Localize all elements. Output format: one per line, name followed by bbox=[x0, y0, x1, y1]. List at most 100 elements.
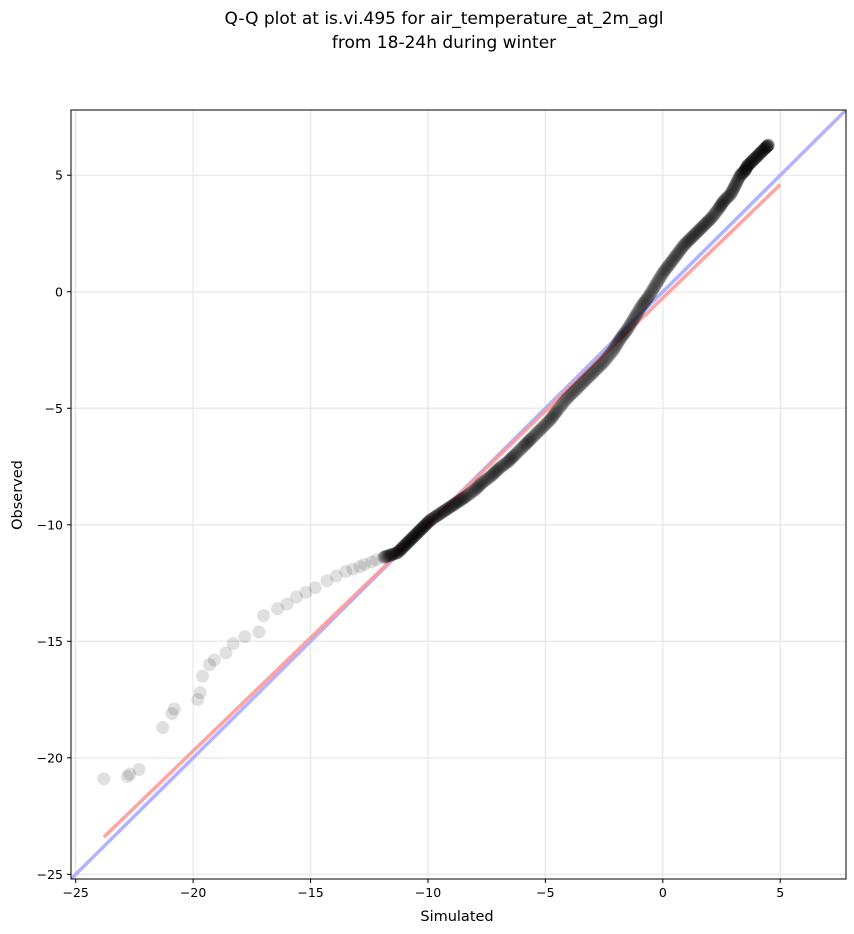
quantile-point bbox=[730, 175, 744, 189]
quantile-point bbox=[427, 511, 441, 525]
quantile-point bbox=[686, 229, 700, 243]
quantile-point bbox=[456, 491, 470, 505]
quantile-point bbox=[574, 378, 588, 392]
quantile-point bbox=[386, 547, 400, 561]
quantile-point bbox=[628, 309, 642, 323]
quantile-point bbox=[604, 347, 618, 361]
quantile-point bbox=[652, 273, 666, 287]
quantile-point bbox=[397, 539, 411, 553]
quantile-point bbox=[395, 541, 409, 555]
quantile-point bbox=[644, 286, 658, 300]
quantile-point bbox=[654, 268, 668, 282]
quantile-point bbox=[410, 526, 424, 540]
quantile-point bbox=[654, 270, 668, 284]
quantile-point bbox=[560, 391, 574, 405]
quantile-point bbox=[605, 345, 619, 359]
quantile-point bbox=[429, 509, 443, 523]
quantile-point bbox=[557, 395, 571, 409]
quantile-point bbox=[729, 178, 743, 192]
quantile-point bbox=[449, 496, 463, 510]
quantile-point bbox=[358, 557, 372, 571]
quantile-point bbox=[744, 156, 758, 170]
quantile-point bbox=[460, 488, 474, 502]
quantile-point bbox=[725, 185, 739, 199]
quantile-point bbox=[469, 481, 483, 495]
quantile-point bbox=[743, 156, 757, 170]
quantile-point bbox=[576, 375, 590, 389]
quantile-point bbox=[695, 221, 709, 235]
quantile-point bbox=[640, 292, 654, 306]
quantile-point bbox=[395, 542, 409, 556]
quantile-point bbox=[432, 508, 446, 522]
quantile-point bbox=[592, 359, 606, 373]
quantile-point bbox=[500, 456, 514, 470]
quantile-point bbox=[669, 249, 682, 263]
quantile-point bbox=[530, 426, 544, 440]
quantile-point bbox=[452, 494, 465, 508]
quantile-point bbox=[727, 180, 741, 194]
quantile-point bbox=[660, 261, 674, 275]
quantile-point bbox=[383, 548, 397, 562]
quantile-point bbox=[533, 423, 547, 437]
quantile-point bbox=[680, 235, 694, 249]
quantile-point bbox=[442, 501, 456, 515]
quantile-point bbox=[630, 307, 644, 321]
quantile-point bbox=[643, 287, 657, 301]
quantile-point bbox=[416, 521, 430, 535]
quantile-point bbox=[403, 534, 417, 548]
quantile-point bbox=[479, 473, 493, 487]
quantile-point bbox=[499, 456, 513, 470]
quantile-point bbox=[735, 166, 749, 180]
quantile-point bbox=[674, 242, 688, 256]
quantile-point bbox=[587, 365, 601, 379]
quantile-point bbox=[655, 267, 669, 281]
quantile-point bbox=[445, 499, 459, 513]
quantile-point bbox=[581, 371, 595, 385]
quantile-point bbox=[754, 146, 768, 160]
quantile-point bbox=[459, 489, 473, 503]
quantile-point bbox=[123, 767, 137, 781]
quantile-point bbox=[510, 446, 524, 460]
quantile-point bbox=[556, 397, 570, 411]
quantile-point bbox=[607, 342, 621, 356]
quantile-point bbox=[549, 405, 563, 419]
quantile-point bbox=[570, 382, 584, 396]
quantile-point bbox=[688, 228, 702, 242]
quantile-point bbox=[424, 513, 438, 527]
quantile-point bbox=[339, 564, 353, 578]
quantile-point bbox=[389, 546, 403, 560]
quantile-point bbox=[613, 333, 627, 347]
quantile-point bbox=[623, 319, 637, 333]
reference-lines bbox=[71, 110, 846, 879]
quantile-point bbox=[565, 386, 579, 400]
quantile-point bbox=[425, 512, 439, 526]
quantile-point bbox=[596, 356, 610, 370]
quantile-point bbox=[406, 530, 420, 544]
quantile-point bbox=[550, 404, 564, 418]
quantile-point bbox=[435, 505, 449, 519]
quantile-point bbox=[747, 152, 761, 166]
y-tick-label: 0 bbox=[55, 284, 63, 299]
quantile-point bbox=[601, 350, 615, 364]
quantile-point bbox=[619, 324, 633, 338]
quantile-point bbox=[684, 231, 698, 245]
quantile-point bbox=[196, 669, 210, 683]
quantile-point bbox=[402, 534, 416, 548]
quantile-point bbox=[418, 519, 432, 533]
quantile-point bbox=[419, 518, 433, 532]
quantile-point bbox=[745, 155, 759, 169]
quantile-point bbox=[754, 145, 768, 159]
quantile-point bbox=[640, 291, 654, 305]
quantile-point bbox=[536, 420, 550, 434]
quantile-point bbox=[419, 517, 433, 531]
quantile-point bbox=[446, 498, 460, 512]
quantile-point bbox=[753, 146, 767, 160]
quantile-point bbox=[564, 387, 578, 401]
quantile-point bbox=[758, 141, 772, 155]
quantile-point bbox=[597, 355, 611, 369]
quantile-point bbox=[637, 296, 651, 310]
quantile-point bbox=[690, 226, 704, 240]
quantile-point bbox=[387, 547, 401, 561]
quantile-point bbox=[506, 450, 520, 464]
x-tick-label: −20 bbox=[180, 885, 206, 900]
